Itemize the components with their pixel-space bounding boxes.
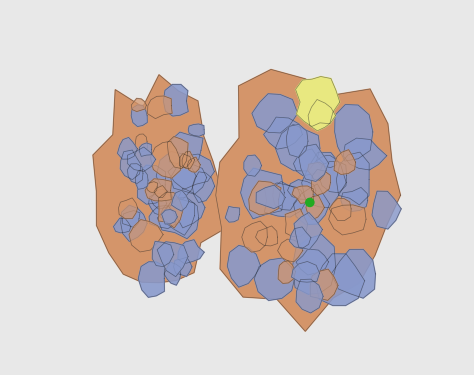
Polygon shape xyxy=(158,192,183,228)
Polygon shape xyxy=(310,269,338,300)
Polygon shape xyxy=(145,179,172,201)
Polygon shape xyxy=(216,69,401,331)
Polygon shape xyxy=(244,155,262,176)
Polygon shape xyxy=(256,185,285,209)
Polygon shape xyxy=(128,147,155,171)
Polygon shape xyxy=(129,220,163,252)
Polygon shape xyxy=(227,245,261,287)
Polygon shape xyxy=(172,190,189,211)
Polygon shape xyxy=(118,198,137,219)
Polygon shape xyxy=(147,96,172,118)
Polygon shape xyxy=(296,76,340,126)
Polygon shape xyxy=(135,134,147,152)
Polygon shape xyxy=(123,211,140,228)
Polygon shape xyxy=(317,155,337,168)
Polygon shape xyxy=(308,162,326,180)
Polygon shape xyxy=(150,189,173,209)
Polygon shape xyxy=(299,144,328,182)
Polygon shape xyxy=(292,186,313,203)
Polygon shape xyxy=(131,98,146,111)
Polygon shape xyxy=(275,124,320,171)
Polygon shape xyxy=(319,161,346,193)
Polygon shape xyxy=(285,209,308,237)
Polygon shape xyxy=(255,226,278,246)
Polygon shape xyxy=(242,221,267,252)
Polygon shape xyxy=(164,262,181,285)
Polygon shape xyxy=(254,258,294,300)
Polygon shape xyxy=(311,170,330,195)
Polygon shape xyxy=(167,136,188,169)
Polygon shape xyxy=(296,249,328,275)
Polygon shape xyxy=(187,157,201,172)
Polygon shape xyxy=(149,206,176,229)
Polygon shape xyxy=(168,154,214,189)
Polygon shape xyxy=(171,159,207,194)
Polygon shape xyxy=(315,254,365,306)
Polygon shape xyxy=(341,188,368,211)
Polygon shape xyxy=(113,218,131,233)
Polygon shape xyxy=(121,205,147,242)
Polygon shape xyxy=(308,99,336,131)
Circle shape xyxy=(306,198,314,207)
Polygon shape xyxy=(301,153,346,208)
Polygon shape xyxy=(154,186,167,198)
Polygon shape xyxy=(149,193,167,215)
Polygon shape xyxy=(162,210,177,224)
Polygon shape xyxy=(159,199,195,235)
Polygon shape xyxy=(334,150,356,174)
Polygon shape xyxy=(146,182,158,193)
Polygon shape xyxy=(286,124,308,158)
Polygon shape xyxy=(264,117,302,149)
Polygon shape xyxy=(293,184,329,225)
Polygon shape xyxy=(169,188,205,228)
Polygon shape xyxy=(120,150,141,180)
Polygon shape xyxy=(182,151,195,169)
Polygon shape xyxy=(138,262,164,297)
Polygon shape xyxy=(225,206,240,222)
Polygon shape xyxy=(137,165,165,204)
Polygon shape xyxy=(278,239,303,262)
Polygon shape xyxy=(136,170,148,189)
Polygon shape xyxy=(293,149,324,176)
Polygon shape xyxy=(331,249,375,298)
Polygon shape xyxy=(296,279,323,313)
Polygon shape xyxy=(128,164,143,183)
Polygon shape xyxy=(292,234,336,294)
Polygon shape xyxy=(343,138,387,170)
Polygon shape xyxy=(372,191,401,229)
Polygon shape xyxy=(329,198,351,220)
Polygon shape xyxy=(288,180,316,200)
Polygon shape xyxy=(180,154,191,168)
Polygon shape xyxy=(131,105,147,126)
Polygon shape xyxy=(264,183,307,217)
Polygon shape xyxy=(173,257,192,276)
Polygon shape xyxy=(156,152,196,199)
Polygon shape xyxy=(178,240,204,264)
Polygon shape xyxy=(150,141,181,178)
Polygon shape xyxy=(292,261,319,282)
Polygon shape xyxy=(337,152,369,205)
Polygon shape xyxy=(118,137,137,159)
Polygon shape xyxy=(249,181,281,215)
Polygon shape xyxy=(157,198,199,239)
Polygon shape xyxy=(306,195,324,220)
Polygon shape xyxy=(164,84,188,116)
Polygon shape xyxy=(139,143,152,156)
Polygon shape xyxy=(188,124,204,136)
Polygon shape xyxy=(157,242,188,277)
Polygon shape xyxy=(93,75,226,283)
Polygon shape xyxy=(290,227,311,249)
Polygon shape xyxy=(273,182,301,210)
Polygon shape xyxy=(192,172,215,202)
Polygon shape xyxy=(252,94,298,133)
Polygon shape xyxy=(278,261,296,284)
Polygon shape xyxy=(169,132,203,165)
Polygon shape xyxy=(294,213,322,249)
Polygon shape xyxy=(241,168,284,219)
Polygon shape xyxy=(152,242,174,267)
Polygon shape xyxy=(328,205,366,235)
Polygon shape xyxy=(335,105,373,161)
